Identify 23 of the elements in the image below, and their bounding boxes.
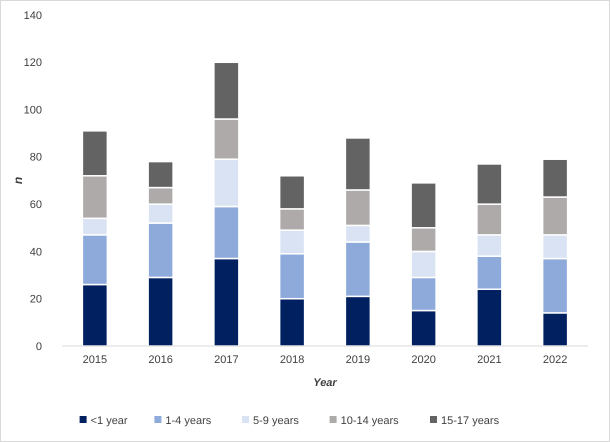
x-tick-label: 2019 bbox=[346, 354, 370, 366]
x-axis-title: Year bbox=[313, 377, 338, 389]
legend-label: 1-4 years bbox=[165, 414, 212, 427]
x-tick-label: 2017 bbox=[214, 354, 239, 366]
legend-label: <1 year bbox=[90, 414, 128, 427]
x-tick-label: 2015 bbox=[82, 354, 108, 366]
x-tick-label: 2022 bbox=[542, 354, 568, 366]
y-tick-label: 20 bbox=[30, 294, 42, 306]
y-axis-title: n bbox=[11, 176, 25, 184]
x-tick-label: 2020 bbox=[411, 354, 436, 366]
x-tick-label: 2016 bbox=[148, 354, 173, 366]
legend-label: 15-17 years bbox=[441, 414, 500, 427]
y-tick-label: 100 bbox=[24, 104, 42, 116]
legend-label: 10-14 years bbox=[340, 414, 400, 427]
y-tick-label: 0 bbox=[36, 340, 42, 353]
y-tick-label: 140 bbox=[24, 10, 42, 22]
y-tick-label: 60 bbox=[30, 198, 42, 211]
x-tick-label: 2021 bbox=[477, 354, 502, 366]
y-tick-label: 40 bbox=[30, 246, 42, 258]
y-tick-label: 120 bbox=[24, 57, 42, 70]
legend-label: 5-9 years bbox=[253, 414, 300, 427]
y-tick-label: 80 bbox=[30, 152, 42, 164]
x-tick-label: 2018 bbox=[280, 354, 304, 366]
